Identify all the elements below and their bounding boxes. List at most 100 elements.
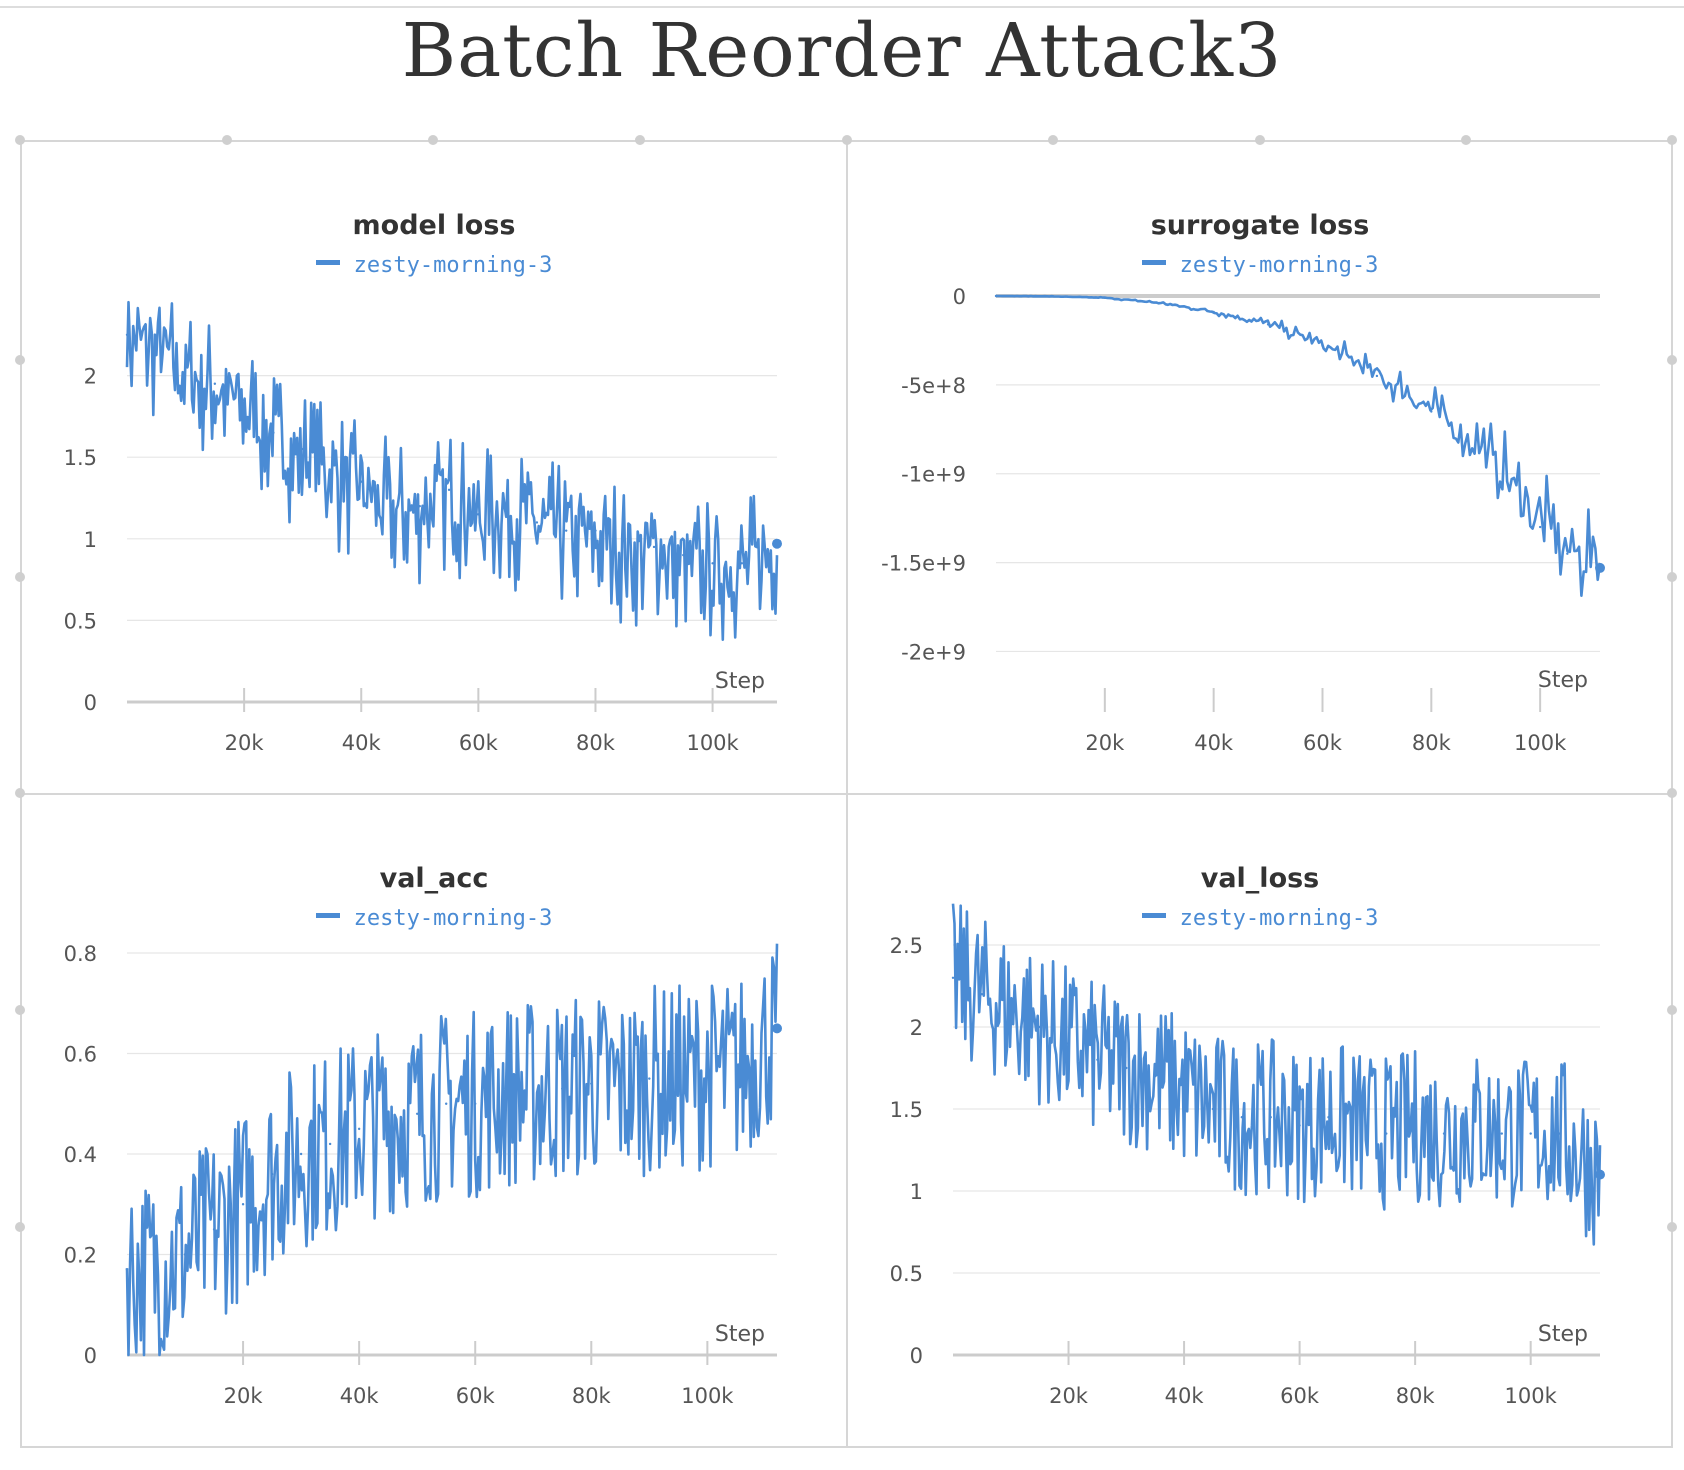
data-point xyxy=(418,504,421,508)
y-tick-label: 1 xyxy=(910,1180,923,1204)
data-point xyxy=(740,562,744,565)
data-point xyxy=(735,1072,738,1075)
resize-handle[interactable] xyxy=(15,788,25,798)
legend-label: zesty-morning-3 xyxy=(353,906,553,931)
data-point xyxy=(1211,1107,1215,1111)
chart-legend[interactable]: zesty-morning-3 xyxy=(22,906,846,931)
chart-title: surrogate loss xyxy=(1150,210,1370,241)
resize-handle[interactable] xyxy=(15,355,25,365)
data-point xyxy=(532,1092,535,1095)
resize-handle[interactable] xyxy=(842,135,852,145)
series-line[interactable] xyxy=(996,294,1602,598)
x-tick-label: 100k xyxy=(686,731,739,755)
x-tick-label: 80k xyxy=(1396,1384,1436,1408)
data-point xyxy=(1529,1132,1532,1135)
x-tick-label: 80k xyxy=(572,1384,612,1408)
data-point xyxy=(561,1087,564,1090)
resize-handle[interactable] xyxy=(15,1005,25,1015)
chart-svg: 0 0.5 1 1.5 2 2.5 20k 40k 60k 80k 100k Step xyxy=(890,903,1605,1408)
last-value-marker[interactable] xyxy=(772,538,782,549)
y-tick-label: 0.5 xyxy=(64,609,97,633)
legend-label: zesty-morning-3 xyxy=(1179,253,1379,278)
page-title: Batch Reorder Attack3 xyxy=(401,8,1283,94)
series-line[interactable] xyxy=(125,300,779,642)
resize-handle[interactable] xyxy=(1667,788,1677,798)
y-tick-label: 0.4 xyxy=(64,1143,97,1167)
resize-handle[interactable] xyxy=(1667,135,1677,145)
y-tick-label: 0 xyxy=(910,1344,923,1368)
data-point xyxy=(619,1087,622,1090)
resize-handle[interactable] xyxy=(1667,572,1677,582)
data-point xyxy=(1049,295,1052,298)
x-tick-label: 40k xyxy=(1165,1384,1205,1408)
x-tick-label: 40k xyxy=(342,731,382,755)
x-axis-label: Step xyxy=(1538,668,1588,693)
data-point xyxy=(1385,1132,1388,1135)
data-point xyxy=(1413,1124,1417,1127)
resize-handle[interactable] xyxy=(15,135,25,145)
data-point xyxy=(1158,301,1161,305)
y-tick-label: 0 xyxy=(84,1344,97,1368)
data-point xyxy=(1266,323,1270,326)
data-point xyxy=(1558,1132,1561,1135)
data-point xyxy=(357,1127,361,1131)
data-point xyxy=(1566,552,1569,555)
resize-handle[interactable] xyxy=(1048,135,1058,145)
chart-legend[interactable]: zesty-morning-3 xyxy=(22,253,846,278)
x-tick-label: 100k xyxy=(1505,1384,1558,1408)
data-point xyxy=(506,504,509,508)
x-axis-label: Step xyxy=(715,669,765,694)
data-point xyxy=(1375,374,1379,378)
panel-divider-horizontal[interactable] xyxy=(20,793,1673,795)
chart-legend[interactable]: zesty-morning-3 xyxy=(848,253,1672,278)
y-tick-label: -5e+8 xyxy=(901,374,966,398)
series-line[interactable] xyxy=(125,943,779,1357)
data-point xyxy=(1484,454,1487,458)
resize-handle[interactable] xyxy=(1667,1005,1677,1015)
resize-handle[interactable] xyxy=(635,135,645,145)
x-tick-label: 100k xyxy=(1514,731,1567,755)
x-tick-label: 40k xyxy=(340,1384,380,1408)
last-value-marker[interactable] xyxy=(1595,1169,1605,1180)
resize-handle[interactable] xyxy=(15,572,25,582)
data-point xyxy=(1430,410,1433,413)
chart-panel-val-loss[interactable]: val_loss zesty-morning-3 0 0.5 1 1.5 2 2.5 20k… xyxy=(848,795,1672,1446)
data-point xyxy=(212,1228,216,1231)
data-point xyxy=(503,1092,506,1095)
resize-handle[interactable] xyxy=(1461,135,1471,145)
y-tick-label: 1.5 xyxy=(64,446,97,470)
data-point xyxy=(125,333,129,336)
data-point xyxy=(360,480,363,483)
data-point xyxy=(125,1268,129,1271)
y-tick-label: 2.5 xyxy=(890,934,923,958)
resize-handle[interactable] xyxy=(15,1222,25,1232)
resize-handle[interactable] xyxy=(222,135,232,145)
data-point xyxy=(535,521,539,524)
resize-handle[interactable] xyxy=(1667,355,1677,365)
data-point xyxy=(1038,1025,1041,1029)
data-point xyxy=(272,431,275,434)
resize-handle[interactable] xyxy=(1255,135,1265,145)
x-tick-label: 80k xyxy=(1412,731,1452,755)
x-tick-label: 80k xyxy=(576,731,616,755)
data-point xyxy=(590,1082,593,1085)
last-value-marker[interactable] xyxy=(1595,562,1605,573)
legend-swatch xyxy=(1141,259,1166,265)
chart-legend[interactable]: zesty-morning-3 xyxy=(848,906,1672,931)
resize-handle[interactable] xyxy=(428,135,438,145)
data-point xyxy=(1182,1091,1186,1094)
chart-panel-val-acc[interactable]: val_acc zesty-morning-3 0 0.2 0.4 0.6 0.8 20k… xyxy=(22,795,846,1446)
data-point xyxy=(1538,525,1542,529)
y-tick-label: 2 xyxy=(84,365,97,389)
y-tick-label: -1.5e+9 xyxy=(881,552,966,576)
data-point xyxy=(242,398,246,402)
data-point xyxy=(241,1203,245,1206)
data-point xyxy=(155,341,158,345)
resize-handle[interactable] xyxy=(1667,1222,1677,1232)
last-value-marker[interactable] xyxy=(772,1023,782,1034)
y-tick-label: -1e+9 xyxy=(901,463,966,487)
series-line[interactable] xyxy=(951,903,1602,1246)
y-tick-label: -2e+9 xyxy=(901,640,966,664)
chart-panel-surrogate-loss[interactable]: surrogate loss zesty-morning-3 0 -5e+8 -1e… xyxy=(848,142,1672,793)
chart-panel-model-loss[interactable]: model loss zesty-morning-3 0 0.5 1 1.5 2 20k 4… xyxy=(22,142,846,793)
